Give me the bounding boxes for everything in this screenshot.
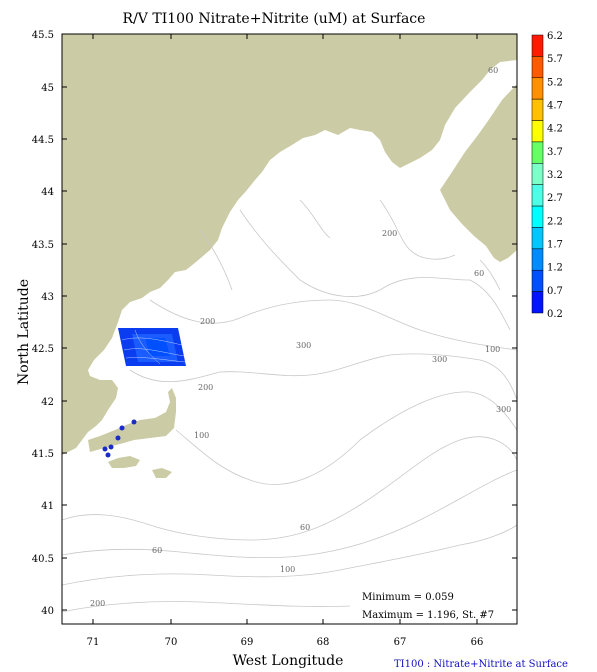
colorbar-swatch	[531, 269, 544, 292]
contour-label: 200	[382, 229, 397, 238]
y-tick-label: 40.5	[32, 554, 54, 565]
colorbar-swatch	[531, 291, 544, 314]
y-axis-label: North Latitude	[16, 279, 32, 385]
nitrate-shading	[118, 328, 186, 366]
colorbar-label: 5.7	[547, 54, 563, 65]
station-marker	[115, 435, 121, 441]
colorbar-label: 0.7	[547, 286, 563, 297]
contour-label: 60	[152, 546, 162, 555]
colorbar-label: 1.7	[547, 240, 563, 251]
maximum-stat: Maximum = 1.196, St. #7	[362, 610, 494, 621]
x-tick-labels: 71 70 69 68 67 66	[87, 637, 484, 648]
y-tick-labels: 45.5 45 44.5 44 43.5 43 42.5 42 41.5 41 …	[32, 30, 54, 617]
colorbar: 6.2 5.7 5.2 4.7 4.2 3.7 3.2 2.7 2.2 1.7 1.2 0.7 0.2	[531, 31, 563, 320]
figure-caption: TI100 : Nitrate+Nitrite at Surface	[394, 659, 568, 670]
contour-label: 200	[200, 317, 215, 326]
contour-label: 60	[474, 269, 484, 278]
y-tick-label: 41	[41, 501, 54, 512]
contour-label: 300	[496, 405, 511, 414]
x-tick-label: 68	[317, 637, 330, 648]
colorbar-swatch	[531, 248, 544, 271]
colorbar-swatch	[531, 56, 544, 79]
colorbar-swatch	[531, 120, 544, 143]
colorbar-label: 6.2	[547, 31, 563, 42]
x-tick-label: 69	[241, 637, 254, 648]
tick-marks	[62, 33, 517, 624]
y-tick-label: 43.5	[32, 240, 54, 251]
contour-label: 100	[194, 431, 209, 440]
colorbar-swatch	[531, 227, 544, 250]
colorbar-swatch	[531, 163, 544, 185]
colorbar-label: 4.2	[547, 124, 563, 135]
map-area: 60 200 60 200 300 100 200 100 300 300 60…	[62, 34, 517, 624]
colorbar-swatch	[531, 184, 544, 207]
land-cape-cod	[88, 388, 176, 452]
bathymetry-contours	[62, 199, 517, 613]
y-tick-label: 44	[41, 187, 54, 198]
y-tick-label: 45	[41, 83, 54, 94]
colorbar-swatch	[531, 205, 544, 228]
y-tick-label: 40	[41, 606, 54, 617]
station-markers	[102, 419, 137, 458]
colorbar-label: 2.2	[547, 216, 563, 227]
contour-label: 60	[488, 66, 498, 75]
contour-label: 300	[296, 341, 311, 350]
land-mainland	[62, 34, 517, 455]
x-tick-label: 71	[87, 637, 100, 648]
x-tick-label: 67	[394, 637, 407, 648]
colorbar-label: 0.2	[547, 309, 563, 320]
y-tick-label: 43	[41, 292, 54, 303]
colorbar-label: 2.7	[547, 193, 563, 204]
y-tick-label: 42.5	[32, 344, 54, 355]
contour-label: 200	[198, 383, 213, 392]
x-axis-label: West Longitude	[233, 653, 344, 669]
land-nantucket	[152, 468, 172, 478]
colorbar-swatch	[531, 141, 544, 164]
land-nova-scotia	[440, 84, 517, 262]
y-tick-label: 41.5	[32, 449, 54, 460]
contour-label: 60	[300, 523, 310, 532]
colorbar-label: 1.2	[547, 263, 563, 274]
colorbar-label: 3.2	[547, 170, 563, 181]
contour-label: 100	[280, 565, 295, 574]
colorbar-swatch	[531, 98, 544, 121]
colorbar-label: 4.7	[547, 101, 563, 112]
contour-label: 100	[485, 345, 500, 354]
colorbar-swatch	[531, 34, 544, 57]
land-marthas-vineyard	[108, 456, 140, 468]
colorbar-swatch	[531, 77, 544, 100]
map-frame	[61, 33, 518, 625]
station-marker	[131, 419, 137, 425]
x-tick-label: 66	[471, 637, 484, 648]
y-tick-label: 44.5	[32, 135, 54, 146]
x-tick-label: 70	[165, 637, 178, 648]
contour-label: 300	[432, 355, 447, 364]
station-marker	[102, 446, 108, 452]
station-marker	[119, 425, 125, 431]
station-marker	[108, 444, 114, 450]
contour-label: 200	[90, 599, 105, 608]
colorbar-label: 3.7	[547, 147, 563, 158]
y-tick-label: 42	[41, 397, 54, 408]
y-tick-label: 45.5	[32, 30, 54, 41]
station-marker	[105, 452, 111, 458]
colorbar-label: 5.2	[547, 77, 563, 88]
map-title: R/V TI100 Nitrate+Nitrite (uM) at Surfac…	[123, 11, 426, 27]
minimum-stat: Minimum = 0.059	[362, 592, 454, 603]
